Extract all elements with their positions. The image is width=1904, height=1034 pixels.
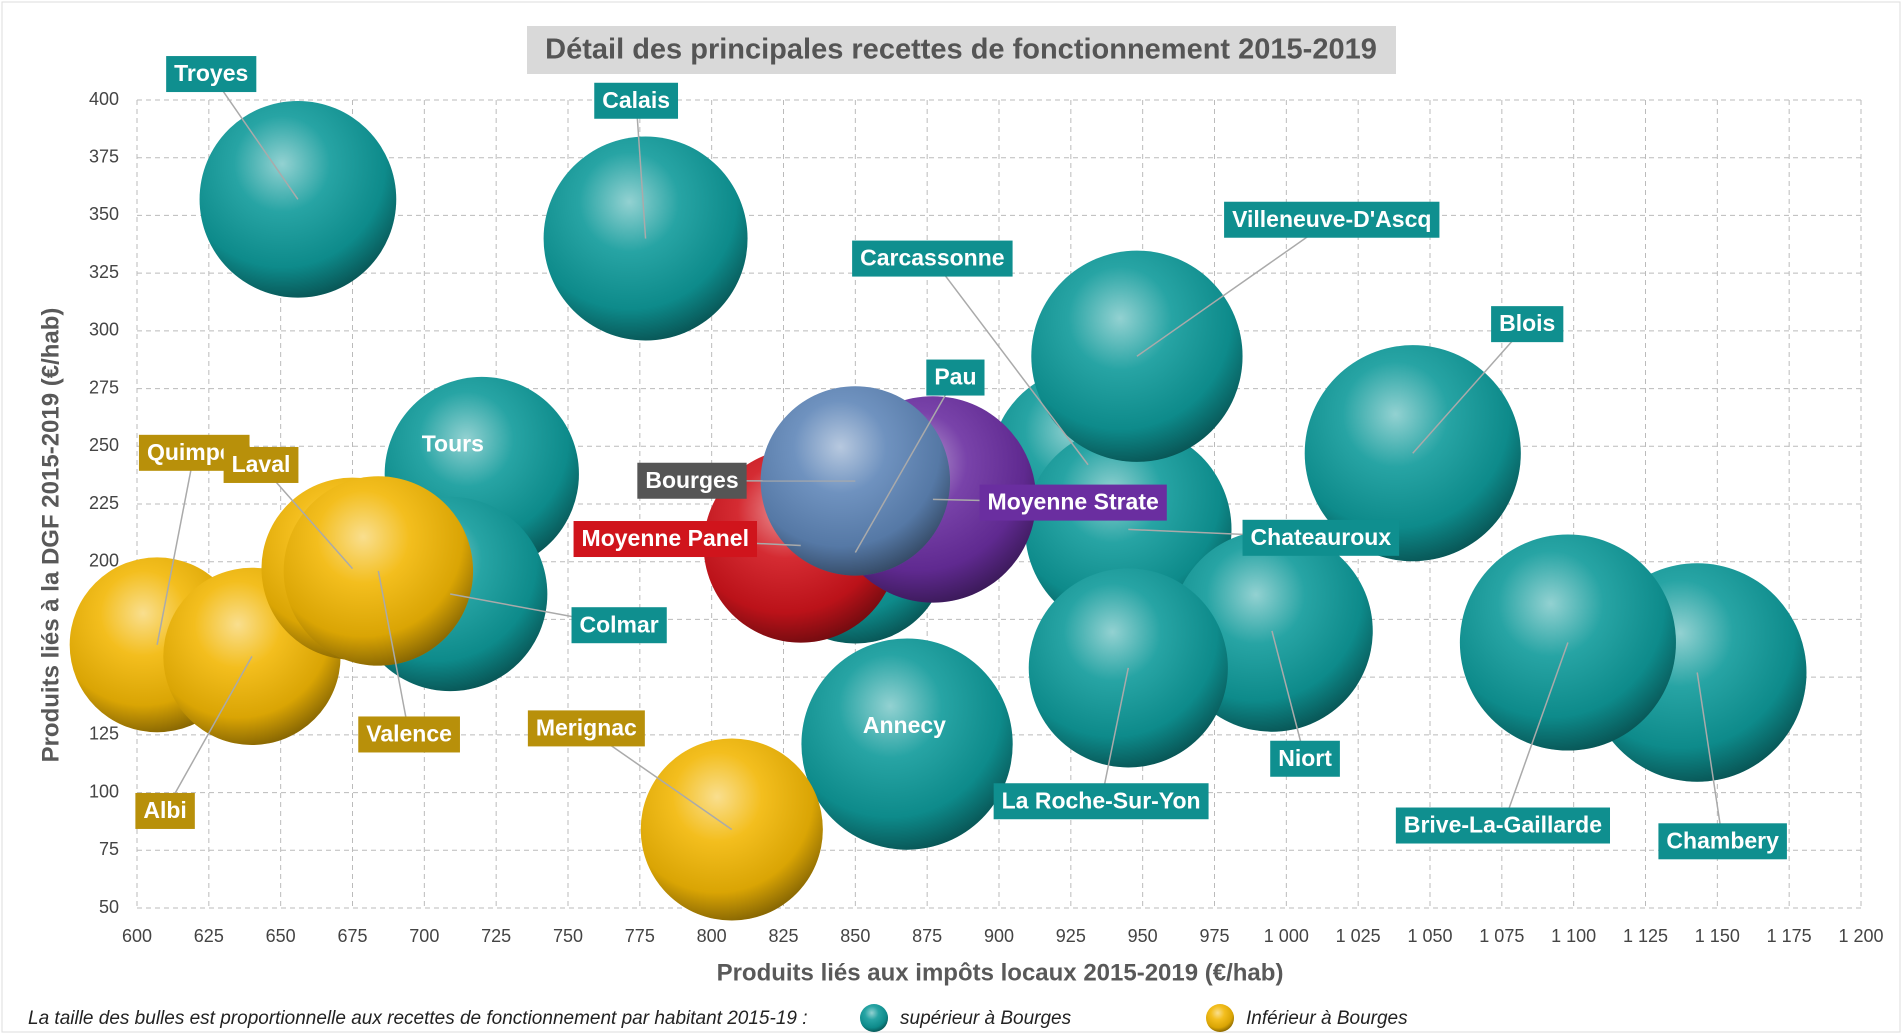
bubble-shine <box>801 638 1012 849</box>
y-axis-title: Produits liés à la DGF 2015-2019 (€/hab) <box>37 308 64 763</box>
y-tick-label: 225 <box>89 493 119 513</box>
bubble-label: Moyenne Panel <box>582 525 749 551</box>
y-tick-label: 50 <box>99 897 119 917</box>
bubble-label: Annecy <box>863 712 946 738</box>
y-tick-label: 350 <box>89 204 119 224</box>
x-tick-label: 875 <box>912 926 942 946</box>
x-tick-label: 1 100 <box>1551 926 1596 946</box>
y-tick-label: 125 <box>89 724 119 744</box>
x-tick-label: 925 <box>1056 926 1086 946</box>
y-tick-label: 400 <box>89 89 119 109</box>
x-tick-label: 1 125 <box>1623 926 1668 946</box>
bubble-label: Chateauroux <box>1251 524 1392 550</box>
x-tick-label: 650 <box>266 926 296 946</box>
bubble-label: Pau <box>934 364 976 390</box>
x-tick-label: 675 <box>337 926 367 946</box>
x-tick-label: 775 <box>625 926 655 946</box>
legend-label: supérieur à Bourges <box>900 1008 1072 1029</box>
bubble-label: Chambery <box>1666 827 1779 853</box>
bubble-label: Niort <box>1278 745 1332 771</box>
x-tick-label: 1 150 <box>1695 926 1740 946</box>
bubble-label: La Roche-Sur-Yon <box>1002 787 1201 813</box>
bubble-label: Blois <box>1499 310 1555 336</box>
x-tick-label: 800 <box>697 926 727 946</box>
note: La taille des bulles est proportionnelle… <box>28 1008 808 1029</box>
x-tick-label: 1 000 <box>1264 926 1309 946</box>
bubble-label: Laval <box>232 451 291 477</box>
x-tick-label: 625 <box>194 926 224 946</box>
x-tick-label: 1 050 <box>1407 926 1452 946</box>
bubble-label: Merignac <box>536 714 637 740</box>
x-tick-label: 725 <box>481 926 511 946</box>
chart: 600 625 650 675 700 725 750 775 800 825 850 875 900 9… <box>0 0 1904 1034</box>
bubble-label: Bourges <box>645 467 738 493</box>
x-tick-label: 900 <box>984 926 1014 946</box>
legend-shine <box>1206 1004 1234 1032</box>
chart-title: Détail des principales recettes de fonct… <box>545 34 1377 66</box>
x-tick-label: 825 <box>768 926 798 946</box>
x-tick-label: 850 <box>840 926 870 946</box>
bubble-shine <box>200 101 397 298</box>
bubble-label: Villeneuve-D'Ascq <box>1232 206 1431 232</box>
y-tick-label: 250 <box>89 435 119 455</box>
x-tick-label: 1 175 <box>1767 926 1812 946</box>
x-tick-label: 950 <box>1128 926 1158 946</box>
x-tick-label: 1 025 <box>1336 926 1381 946</box>
bubble-label: Moyenne Strate <box>988 489 1159 515</box>
bubble-label: Brive-La-Gaillarde <box>1404 812 1602 838</box>
y-tick-label: 100 <box>89 781 119 801</box>
bubble-label: Troyes <box>174 60 248 86</box>
x-tick-label: 700 <box>409 926 439 946</box>
y-tick-label: 200 <box>89 550 119 570</box>
x-tick-label: 600 <box>122 926 152 946</box>
y-tick-label: 275 <box>89 377 119 397</box>
bubble-label: Carcassonne <box>860 245 1004 271</box>
y-tick-label: 325 <box>89 262 119 282</box>
legend-shine <box>860 1004 888 1032</box>
legend-label: Inférieur à Bourges <box>1246 1008 1408 1029</box>
bubble-label: Tours <box>422 430 484 456</box>
bubble-label: Colmar <box>580 611 659 637</box>
bubble-label: Albi <box>143 797 186 823</box>
bubble-label: Valence <box>366 721 452 747</box>
y-tick-label: 375 <box>89 146 119 166</box>
x-axis-title: Produits liés aux impôts locaux 2015-201… <box>717 959 1284 986</box>
x-tick-label: 975 <box>1199 926 1229 946</box>
y-tick-label: 300 <box>89 320 119 340</box>
y-tick-label: 75 <box>99 839 119 859</box>
x-tick-label: 1 200 <box>1838 926 1883 946</box>
bubble-label: Calais <box>602 87 670 113</box>
x-tick-label: 1 075 <box>1479 926 1524 946</box>
x-tick-label: 750 <box>553 926 583 946</box>
